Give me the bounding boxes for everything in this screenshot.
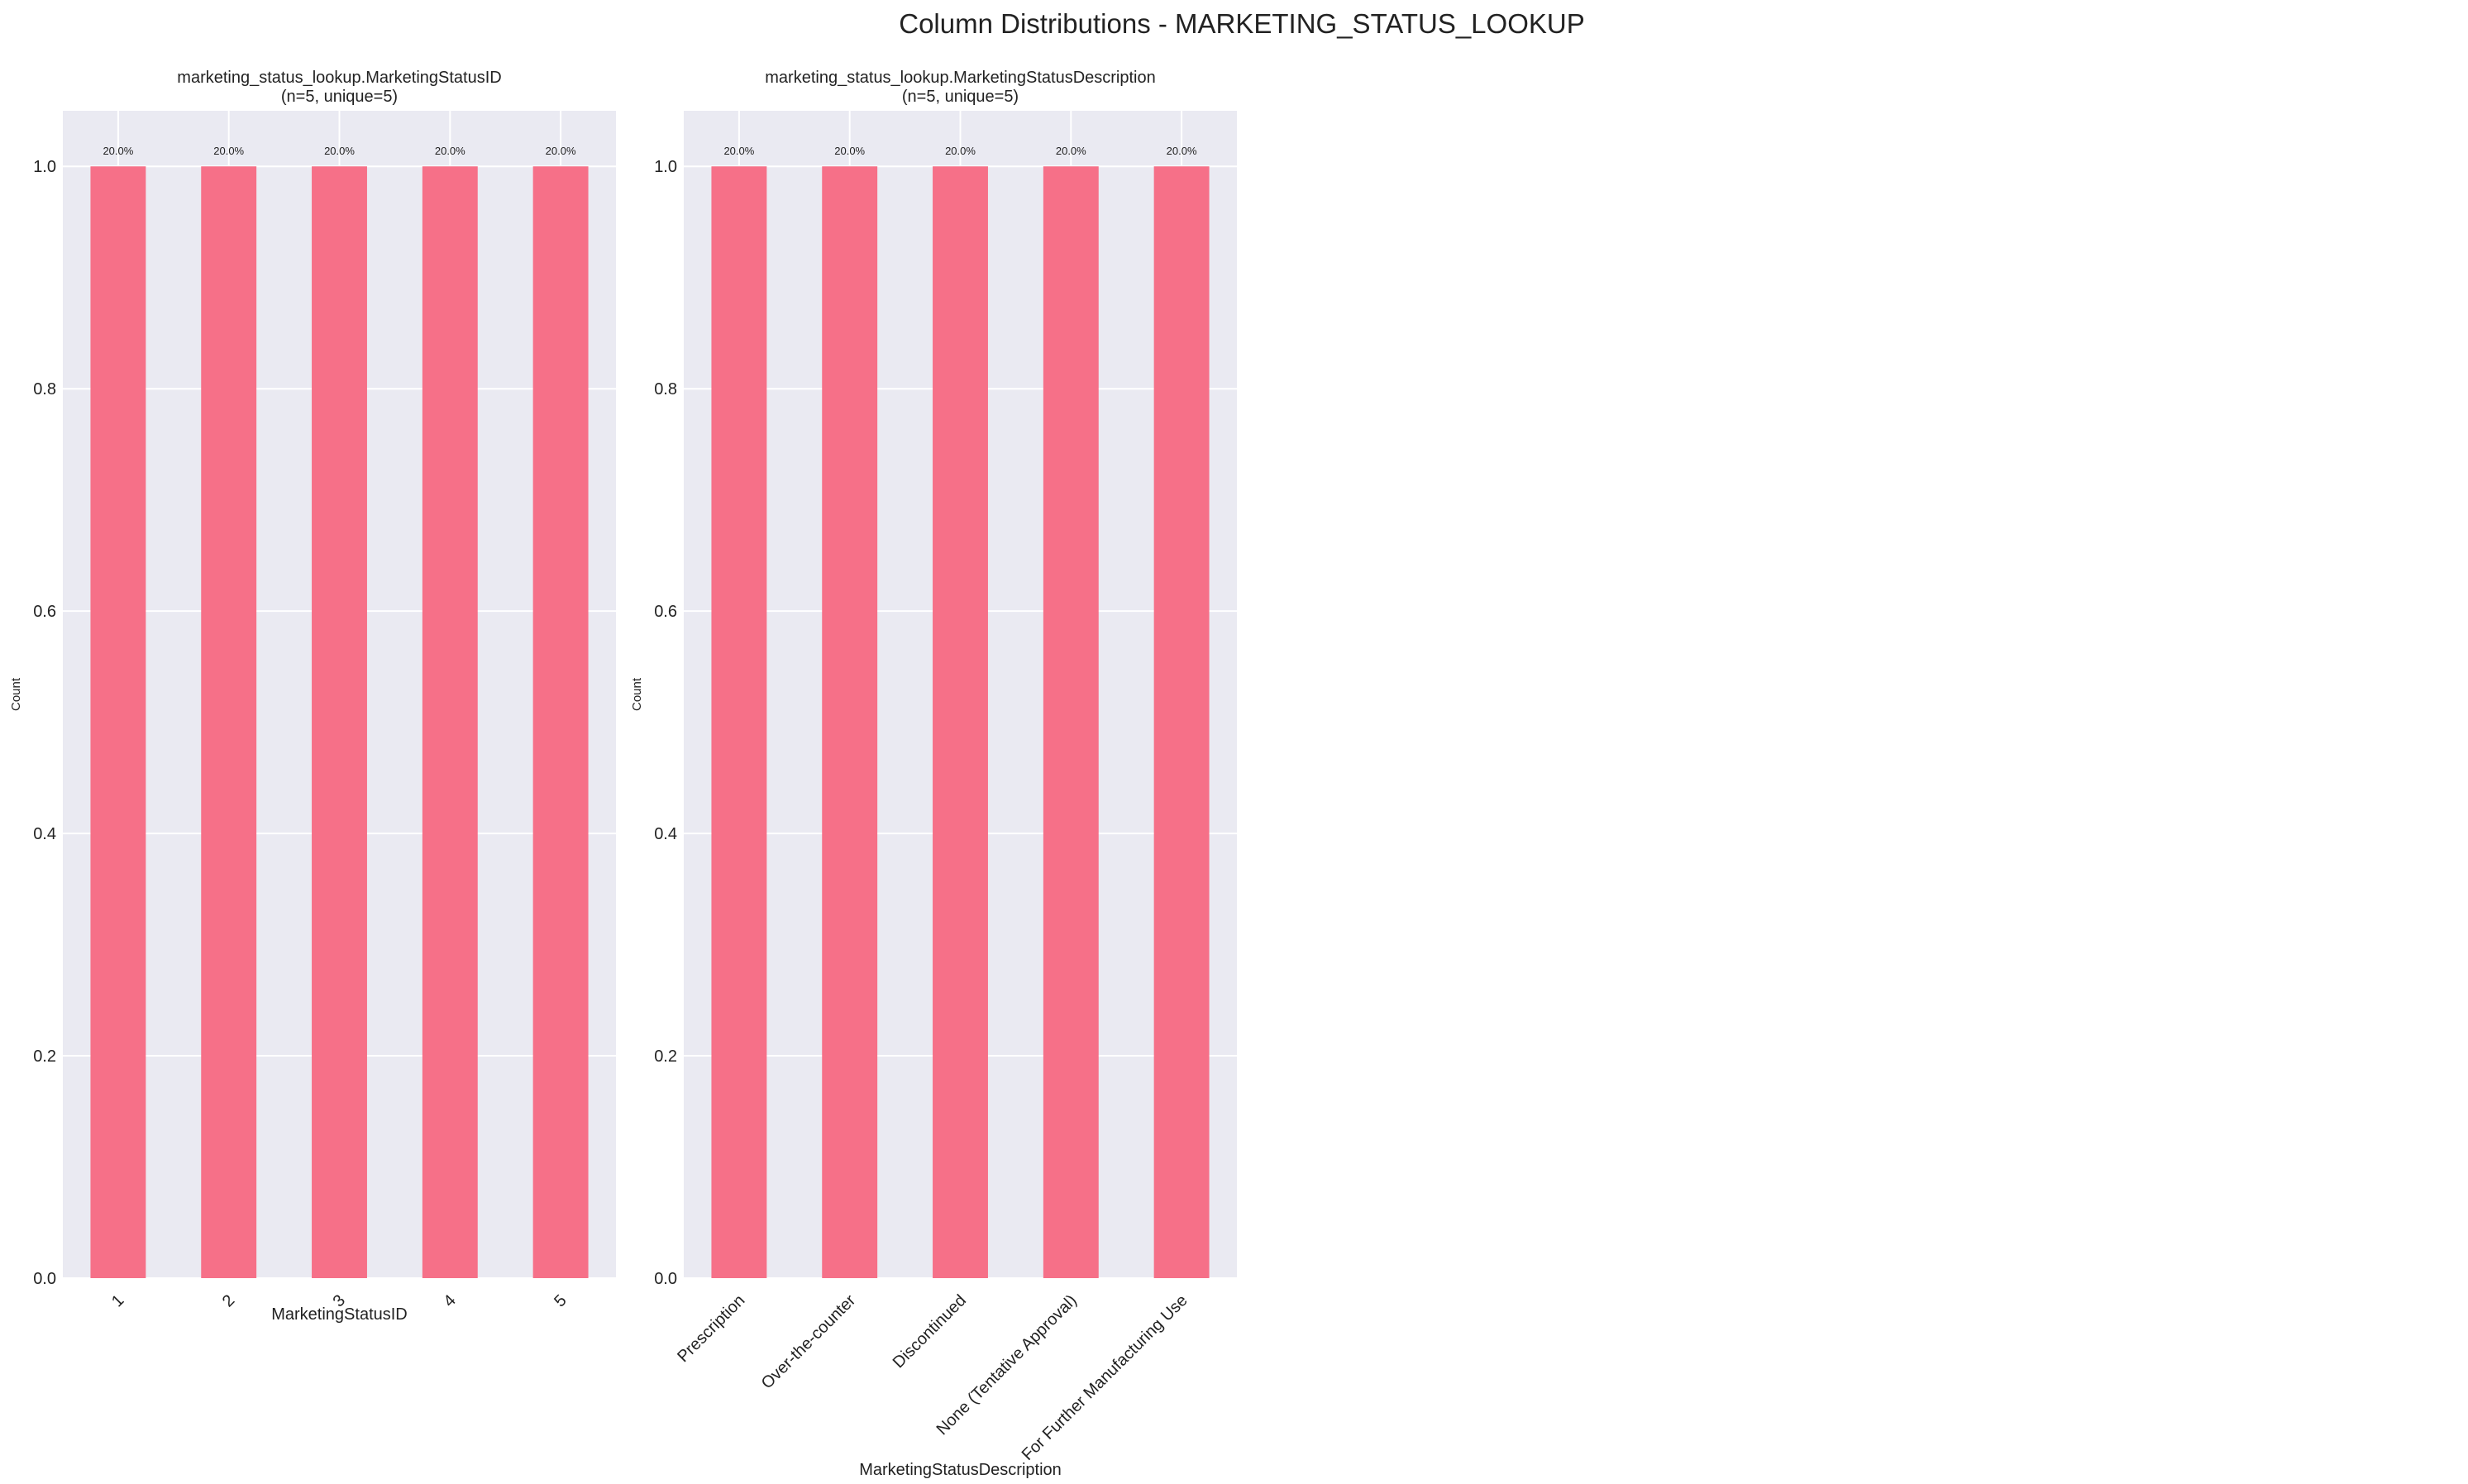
- chart-subtitle: (n=5, unique=5): [281, 88, 398, 106]
- y-axis-label: Count: [9, 677, 23, 711]
- y-tick-label: 1.0: [33, 158, 56, 176]
- data-label: 20.0%: [103, 145, 133, 157]
- x-axis-label: MarketingStatusDescription: [859, 1461, 1062, 1479]
- bar-1: [90, 166, 146, 1279]
- figure-title: Column Distributions - MARKETING_STATUS_…: [899, 8, 1584, 39]
- y-tick-label: 0.4: [654, 825, 677, 843]
- y-tick-label: 0.0: [33, 1270, 56, 1288]
- y-tick-label: 0.2: [33, 1047, 56, 1066]
- x-tick-label: Over-the-counter: [758, 1291, 860, 1393]
- bar-prescription: [711, 166, 767, 1279]
- charts-container: 20.0% 20.0% 20.0% 20.0% 20.0% 0.0 0.2 0.4 0.6 0.8…: [9, 69, 1237, 1479]
- chart-panel-2: 20.0% 20.0% 20.0% 20.0% 20.0% 0.0 0.2 0.4 0.6 0.8…: [630, 69, 1237, 1479]
- y-tick-label: 0.4: [33, 825, 56, 843]
- chart-panel-1: 20.0% 20.0% 20.0% 20.0% 20.0% 0.0 0.2 0.4 0.6 0.8…: [9, 69, 616, 1324]
- data-label: 20.0%: [213, 145, 244, 157]
- data-label: 20.0%: [1056, 145, 1086, 157]
- bar-over-the-counter: [822, 166, 878, 1279]
- x-tick-label: 1: [108, 1291, 127, 1310]
- x-tick-label: Discontinued: [890, 1291, 970, 1372]
- bar-4: [422, 166, 478, 1279]
- x-axis-label: MarketingStatusID: [271, 1305, 408, 1324]
- y-tick-label: 0.6: [33, 603, 56, 621]
- bar-2: [201, 166, 257, 1279]
- data-label: 20.0%: [723, 145, 754, 157]
- bar-none-tentative-approval-: [1043, 166, 1099, 1279]
- x-tick-label: 2: [219, 1291, 238, 1310]
- bar-discontinued: [933, 166, 988, 1279]
- data-label: 20.0%: [435, 145, 465, 157]
- chart-title: marketing_status_lookup.MarketingStatusD…: [765, 69, 1155, 87]
- data-label: 20.0%: [834, 145, 865, 157]
- data-label: 20.0%: [1167, 145, 1197, 157]
- chart-title: marketing_status_lookup.MarketingStatusI…: [177, 69, 501, 87]
- x-tick-label: Prescription: [674, 1291, 748, 1366]
- y-tick-label: 0.8: [33, 380, 56, 398]
- bar-for-further-manufacturing-use: [1153, 166, 1210, 1279]
- data-label: 20.0%: [546, 145, 576, 157]
- data-label: 20.0%: [324, 145, 355, 157]
- bar-3: [312, 166, 367, 1279]
- chart-subtitle: (n=5, unique=5): [902, 88, 1019, 106]
- y-tick-label: 0.8: [654, 380, 677, 398]
- data-label: 20.0%: [945, 145, 976, 157]
- y-tick-label: 1.0: [654, 158, 677, 176]
- y-tick-label: 0.2: [654, 1047, 677, 1066]
- y-tick-label: 0.6: [654, 603, 677, 621]
- x-tick-label: 4: [440, 1291, 459, 1310]
- y-axis-label: Count: [630, 677, 644, 711]
- bar-5: [532, 166, 589, 1279]
- y-tick-label: 0.0: [654, 1270, 677, 1288]
- x-tick-label: 5: [551, 1291, 570, 1310]
